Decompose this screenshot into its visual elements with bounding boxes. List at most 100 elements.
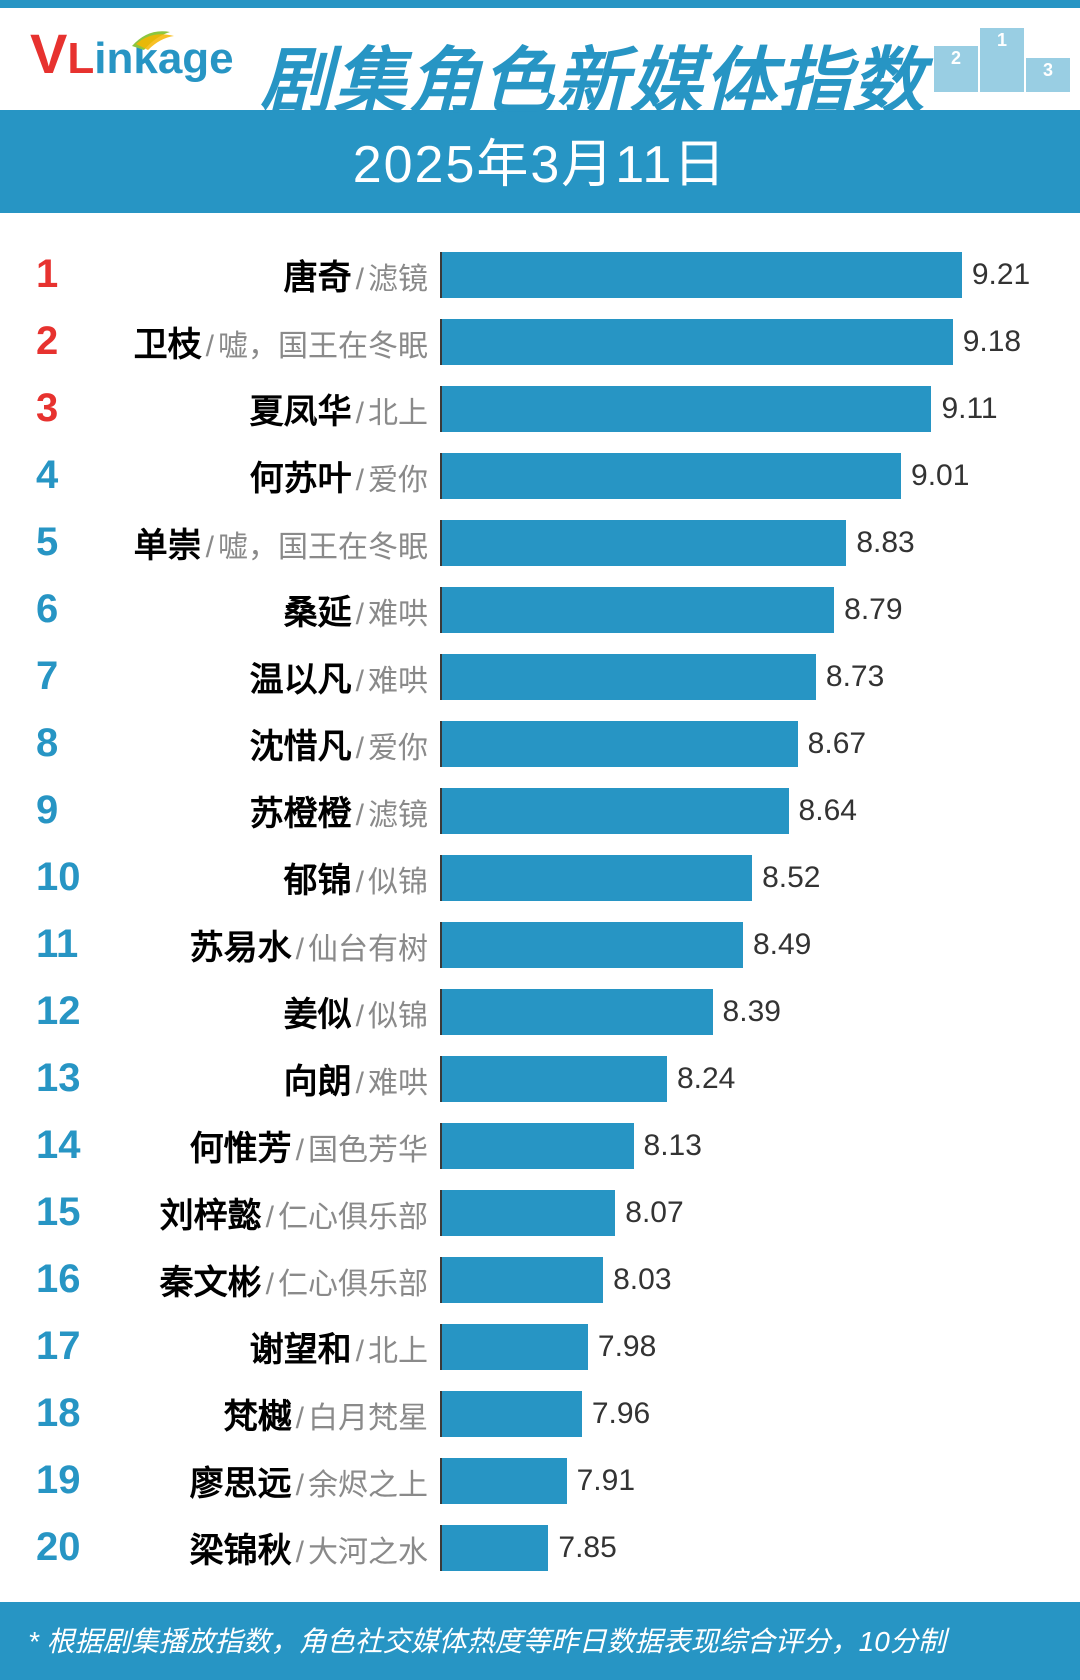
bar-track: 8.07: [440, 1190, 1050, 1236]
show-name: 滤镜: [368, 799, 428, 832]
row-label: 何苏叶/爱你: [104, 451, 440, 500]
bar: [442, 855, 752, 901]
chart-row: 11苏易水/仙台有树8.49: [36, 911, 1050, 978]
show-name: 难哄: [368, 665, 428, 698]
value-label: 8.83: [846, 520, 914, 566]
row-label: 苏易水/仙台有树: [104, 920, 440, 969]
value-label: 9.11: [931, 386, 997, 432]
chart-row: 20梁锦秋/大河之水 7.85: [36, 1514, 1050, 1581]
value-label: 8.13: [634, 1123, 702, 1169]
rank-number: 15: [36, 1190, 104, 1235]
value-label: 8.39: [713, 989, 781, 1035]
character-name: 刘梓懿: [160, 1197, 262, 1235]
row-label: 桑延/难哄: [104, 585, 440, 634]
bar-track: 9.18: [440, 319, 1050, 365]
rank-number: 12: [36, 989, 104, 1034]
chart-row: 10郁锦/似锦8.52: [36, 844, 1050, 911]
character-name: 苏橙橙: [250, 795, 352, 833]
bar-track: 7.85: [440, 1525, 1050, 1571]
row-label: 梁锦秋/大河之水: [104, 1523, 440, 1572]
logo: V L inkage: [30, 26, 234, 82]
show-name: 大河之水: [308, 1536, 428, 1569]
rank-number: 10: [36, 855, 104, 900]
rank-number: 20: [36, 1525, 104, 1570]
rank-number: 18: [36, 1391, 104, 1436]
show-name: 似锦: [368, 866, 428, 899]
separator: /: [356, 1335, 364, 1368]
bar: [442, 587, 834, 633]
value-label: 9.01: [901, 453, 969, 499]
value-label: 8.03: [603, 1257, 671, 1303]
character-name: 苏易水: [190, 929, 292, 967]
chart-row: 4何苏叶/爱你 9.01: [36, 442, 1050, 509]
show-name: 仁心俱乐部: [278, 1201, 428, 1234]
bar-track: 8.83: [440, 520, 1050, 566]
row-label: 刘梓懿/仁心俱乐部: [104, 1188, 440, 1237]
character-name: 沈惜凡: [250, 728, 352, 766]
show-name: 难哄: [368, 598, 428, 631]
bar: [442, 1190, 615, 1236]
value-label: 7.96: [582, 1391, 650, 1437]
show-name: 爱你: [368, 464, 428, 497]
show-name: 北上: [368, 397, 428, 430]
separator: /: [356, 1000, 364, 1033]
bar: [442, 1324, 588, 1370]
bar: [442, 654, 816, 700]
separator: /: [356, 263, 364, 296]
show-name: 爱你: [368, 732, 428, 765]
separator: /: [296, 1469, 304, 1502]
character-name: 唐奇: [284, 259, 352, 297]
rank-number: 17: [36, 1324, 104, 1369]
row-label: 夏凤华/北上: [104, 384, 440, 433]
bar: [442, 788, 789, 834]
separator: /: [296, 1402, 304, 1435]
show-name: 北上: [368, 1335, 428, 1368]
rank-number: 14: [36, 1123, 104, 1168]
bar-track: 8.67: [440, 721, 1050, 767]
character-name: 桑延: [284, 594, 352, 632]
chart-row: 8沈惜凡/爱你8.67: [36, 710, 1050, 777]
chart-row: 3夏凤华/北上9.11: [36, 375, 1050, 442]
separator: /: [206, 330, 214, 363]
ranking-chart: 1唐奇/滤镜9.212卫枝/嘘，国王在冬眠9.183夏凤华/北上9.114何苏叶…: [0, 213, 1080, 1601]
chart-row: 15刘梓懿/仁心俱乐部8.07: [36, 1179, 1050, 1246]
row-label: 苏橙橙/滤镜: [104, 786, 440, 835]
row-label: 单崇/嘘，国王在冬眠: [104, 518, 440, 567]
chart-row: 13向朗/难哄8.24: [36, 1045, 1050, 1112]
bar-track: 8.03: [440, 1257, 1050, 1303]
chart-row: 14何惟芳/国色芳华 8.13: [36, 1112, 1050, 1179]
value-label: 9.21: [962, 252, 1030, 298]
separator: /: [296, 1536, 304, 1569]
rank-number: 2: [36, 319, 104, 364]
character-name: 梵樾: [224, 1398, 292, 1436]
rank-number: 3: [36, 386, 104, 431]
separator: /: [356, 397, 364, 430]
logo-l: L: [67, 37, 94, 81]
character-name: 夏凤华: [250, 393, 352, 431]
bar-track: 7.91: [440, 1458, 1050, 1504]
show-name: 白月梵星: [308, 1402, 428, 1435]
bar-track: 8.52: [440, 855, 1050, 901]
show-name: 仁心俱乐部: [278, 1268, 428, 1301]
show-name: 仙台有树: [308, 933, 428, 966]
podium-icon: 2 1 3: [934, 28, 1070, 92]
show-name: 余烬之上: [308, 1469, 428, 1502]
rank-number: 16: [36, 1257, 104, 1302]
rank-number: 4: [36, 453, 104, 498]
bar-track: 8.24: [440, 1056, 1050, 1102]
bar: [442, 721, 798, 767]
row-label: 何惟芳/国色芳华: [104, 1121, 440, 1170]
show-name: 嘘，国王在冬眠: [218, 531, 428, 564]
bar: [442, 989, 713, 1035]
rank-number: 8: [36, 721, 104, 766]
chart-row: 12姜似/似锦8.39: [36, 978, 1050, 1045]
value-label: 7.85: [548, 1525, 616, 1571]
row-label: 谢望和/北上: [104, 1322, 440, 1371]
value-label: 8.79: [834, 587, 902, 633]
bar: [442, 922, 743, 968]
bar: [442, 1056, 667, 1102]
chart-row: 19廖思远/余烬之上7.91: [36, 1447, 1050, 1514]
footer-note: * 根据剧集播放指数，角色社交媒体热度等昨日数据表现综合评分，10分制: [0, 1602, 1080, 1680]
separator: /: [296, 1134, 304, 1167]
bar: [442, 453, 901, 499]
